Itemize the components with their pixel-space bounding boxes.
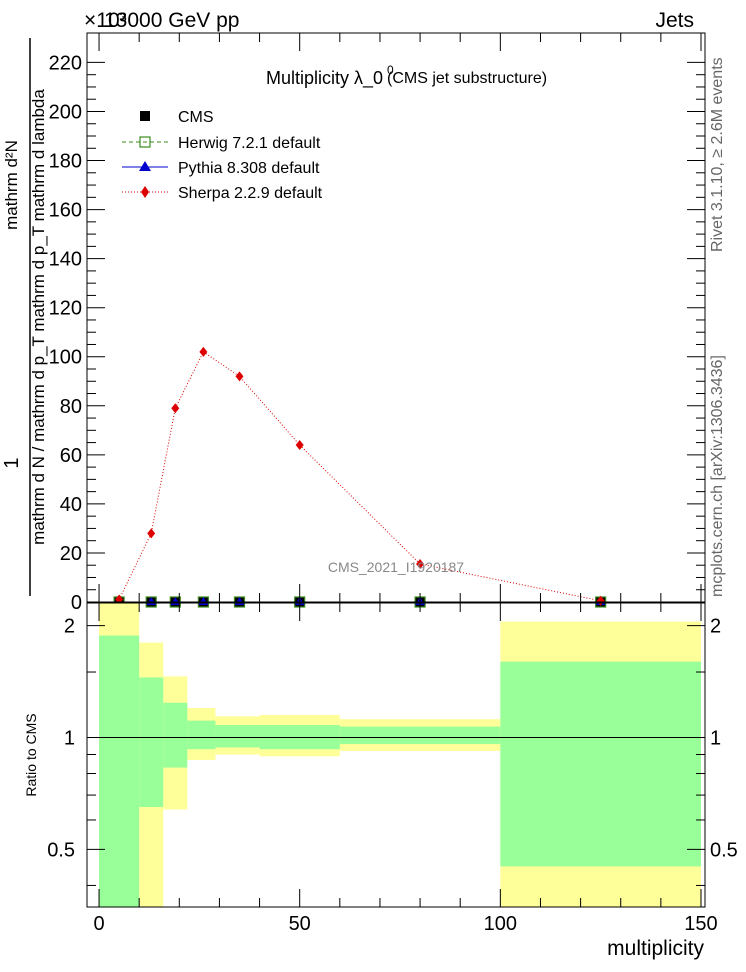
y-axis-denominator: mathrm d N / mathrm d p_T mathrm d p_T m… [29, 89, 48, 545]
ratio-y-axis-title: Ratio to CMS [23, 713, 39, 796]
analysis-watermark: CMS_2021_I1920187 [328, 559, 464, 575]
legend-sherpa-marker [141, 186, 149, 198]
ratio-plot: 0.5 0.5 1 1 2 2 0 50 100 150 Ratio to CMS multipl… [23, 602, 738, 960]
legend-pythia-label: Pythia 8.308 default [178, 160, 320, 177]
sherpa-data-point [235, 371, 244, 382]
sherpa-data-point [199, 346, 208, 357]
sherpa-data-point [147, 528, 156, 539]
y-axis-side: mathrm d²N [2, 140, 21, 230]
main-y-tick-label: 20 [60, 543, 82, 565]
y-axis-title: 1 mathrm d N / mathrm d p_T mathrm d p_T… [1, 38, 48, 596]
main-plot: 0 20 40 60 80 100 120 140 160 180 200 220 Multiplic… [1, 32, 706, 614]
legend-herwig-marker [139, 136, 151, 148]
main-y-tick-label: 200 [49, 101, 82, 123]
main-y-tick-label: 100 [49, 347, 82, 369]
ratio-band-inner [500, 661, 701, 867]
main-y-tick-label: 120 [49, 298, 82, 320]
main-axes: 0 20 40 60 80 100 120 140 160 180 200 220 [49, 33, 705, 614]
ratio-y-tick-label: 0.5 [47, 839, 75, 861]
main-y-tick-label: 180 [49, 151, 82, 173]
sherpa-series-line [118, 351, 601, 602]
rivet-label: Rivet 3.1.10, ≥ 2.6M events [709, 57, 726, 252]
legend-cms-label: CMS [178, 109, 214, 126]
process-label: Jets [655, 9, 694, 32]
sherpa-data-point [416, 558, 425, 569]
main-y-tick-label: 0 [71, 592, 82, 614]
ratio-band-inner [339, 726, 501, 745]
main-y-tick-label: 140 [49, 249, 82, 271]
energy-label: 13000 GeV pp [104, 9, 239, 32]
sherpa-data-point [295, 440, 304, 451]
ratio-y-tick-label: 1 [64, 727, 75, 749]
legend: CMS Herwig 7.2.1 default Pythia 8.308 de… [122, 109, 323, 202]
y-axis-numerator: 1 [1, 457, 23, 468]
x-axis-title: multiplicity [607, 937, 704, 960]
ratio-band-inner [215, 725, 260, 748]
legend-cms-marker [140, 111, 150, 121]
ratio-band-inner [163, 702, 188, 768]
plot-title: Multiplicity λ_0 [266, 68, 383, 89]
main-y-tick-label: 80 [60, 396, 82, 418]
sherpa-data-point [171, 403, 180, 414]
main-y-tick-label: 160 [49, 200, 82, 222]
x-tick-label: 50 [289, 913, 311, 935]
ratio-axes: 0.5 0.5 1 1 2 2 0 50 100 150 [47, 603, 738, 935]
legend-herwig-label: Herwig 7.2.1 default [178, 135, 321, 152]
plot-subtitle: (CMS jet substructure) [387, 70, 547, 87]
x-tick-label: 0 [93, 913, 104, 935]
ratio-bands [87, 603, 705, 907]
x-tick-label: 100 [484, 913, 517, 935]
x-tick-label: 150 [684, 913, 717, 935]
ratio-y-tick-label-right: 1 [710, 727, 721, 749]
legend-pythia-marker [139, 161, 151, 171]
ratio-y-tick-label: 2 [64, 616, 75, 638]
ratio-band-inner [139, 677, 164, 808]
mcplots-label: mcplots.cern.ch [arXiv:1306.3436] [709, 355, 726, 597]
legend-sherpa-label: Sherpa 2.2.9 default [178, 185, 323, 202]
main-y-tick-label: 220 [49, 52, 82, 74]
exponent-label: ×10³ [84, 9, 127, 32]
plot-title-sup: 0 [387, 63, 394, 77]
ratio-band-inner [99, 635, 140, 907]
ratio-y-tick-label-right: 0.5 [710, 839, 738, 861]
ratio-y-tick-label-right: 2 [710, 616, 721, 638]
main-frame [86, 32, 706, 603]
ratio-band-inner [187, 720, 216, 750]
main-y-tick-label: 40 [60, 494, 82, 516]
main-y-tick-label: 60 [60, 445, 82, 467]
